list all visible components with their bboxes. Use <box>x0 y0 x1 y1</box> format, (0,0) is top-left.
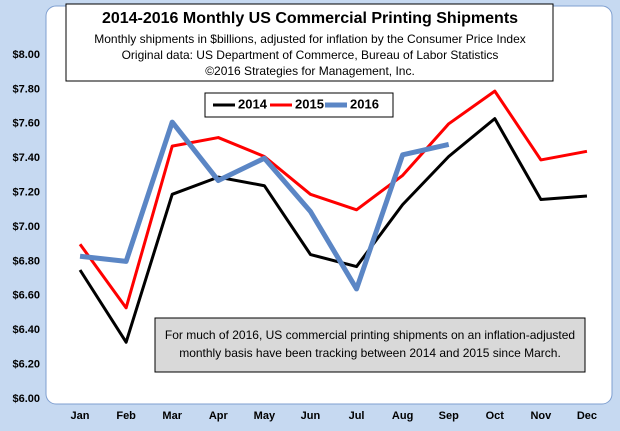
y-tick-label: $8.00 <box>12 49 40 61</box>
subtitle: ©2016 Strategies for Management, Inc. <box>205 64 415 78</box>
y-tick-label: $7.60 <box>12 118 40 130</box>
y-tick-label: $7.20 <box>12 187 40 199</box>
y-tick-label: $6.60 <box>12 290 40 302</box>
series-line <box>78 89 588 310</box>
subtitle: Original data: US Department of Commerce… <box>122 48 499 62</box>
x-tick-label: Jan <box>71 410 90 422</box>
annotation: monthly basis have been tracking between… <box>179 346 561 360</box>
x-tick-label: Aug <box>392 410 413 422</box>
y-tick-label: $7.00 <box>12 221 40 233</box>
x-tick-label: Oct <box>486 410 505 422</box>
x-tick-label: Feb <box>116 410 136 422</box>
annotation-box <box>154 317 586 373</box>
y-tick-label: $7.40 <box>12 152 40 164</box>
x-tick-label: Apr <box>209 410 229 422</box>
subtitle: Monthly shipments in $billions, adjusted… <box>94 32 526 46</box>
y-tick-label: $6.00 <box>12 393 40 405</box>
legend-label: 2015 <box>295 96 324 111</box>
x-tick-label: Dec <box>577 410 597 422</box>
y-tick-label: $6.80 <box>12 255 40 267</box>
y-tick-label: $6.20 <box>12 359 40 371</box>
x-tick-label: Nov <box>530 410 552 422</box>
series-line <box>79 119 450 292</box>
title-box <box>65 3 554 82</box>
y-tick-label: $7.80 <box>12 83 40 95</box>
legend-label: 2014 <box>238 96 268 111</box>
chart-title: 2014-2016 Monthly US Commercial Printing… <box>102 10 518 27</box>
x-tick-label: Mar <box>162 410 182 422</box>
x-tick-label: Jul <box>349 410 365 422</box>
annotation: For much of 2016, US commercial printing… <box>165 328 575 342</box>
legend-label: 2016 <box>350 96 379 111</box>
legend-box <box>204 92 394 118</box>
series-line <box>78 117 588 344</box>
x-tick-label: Sep <box>439 410 459 422</box>
x-tick-label: Jun <box>301 410 321 422</box>
x-tick-label: May <box>254 410 276 422</box>
y-tick-label: $6.40 <box>12 324 40 336</box>
